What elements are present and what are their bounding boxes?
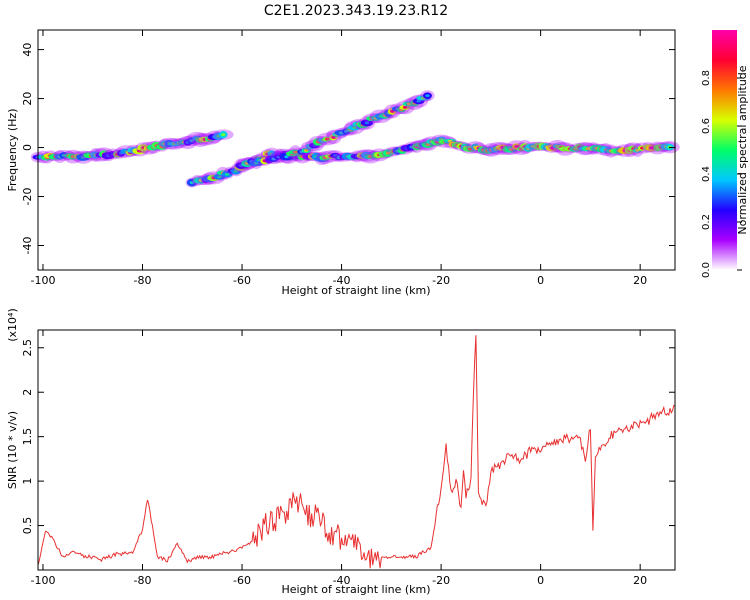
snr-x-tick-label: -80 [134, 574, 152, 587]
snr-y-tick-label: 1.5 [21, 428, 34, 446]
spectral-core [284, 155, 289, 159]
spectrogram-x-tick-label: -20 [432, 274, 450, 287]
spectrogram-heatmap [30, 90, 680, 188]
spectral-core [425, 94, 430, 98]
snr-x-tick-label: -20 [432, 574, 450, 587]
snr-y-tick-label: 0.5 [21, 517, 34, 535]
spectral-core [224, 172, 230, 176]
spectrogram-y-tick-label: 0 [21, 144, 34, 151]
spectral-core [447, 139, 453, 143]
snr-x-tick-label: 20 [633, 574, 647, 587]
colorbar-gradient [712, 30, 737, 270]
spectral-core [276, 155, 281, 159]
colorbar-tick-label: 0.8 [701, 70, 712, 86]
spectral-core [390, 109, 395, 113]
snr-y-tick-label: 2.5 [21, 339, 34, 357]
snr-panel: -100 -80 -60 -40 -20 0 20 0.5 1 1.5 2 2.5 Height of… [6, 308, 676, 596]
spectrogram-x-tick-label: -40 [333, 274, 351, 287]
spectral-core [649, 146, 654, 150]
snr-x-tick-label: -60 [233, 574, 251, 587]
spectral-core [352, 126, 357, 129]
spectral-core [364, 121, 370, 125]
spectrogram-x-tick-label: 20 [633, 274, 647, 287]
spectral-core [256, 158, 262, 162]
spectrogram-y-tick-label: -40 [21, 237, 34, 255]
spectral-core [331, 135, 336, 139]
spectrogram-x-tick-label: -80 [134, 274, 152, 287]
figure-title: C2E1.2023.343.19.23.R12 [264, 3, 448, 19]
spectral-core [189, 181, 195, 184]
spectrogram-x-tick-label: -60 [233, 274, 251, 287]
colorbar-tick-label: 0.2 [701, 214, 712, 230]
spectral-core [217, 175, 222, 179]
colorbar-ticks: 0.0 0.2 0.4 0.6 0.8 [701, 70, 742, 278]
spectral-core [233, 169, 239, 173]
spectral-core [367, 155, 373, 158]
spectrogram-x-label: Height of straight line (km) [281, 284, 430, 297]
spectral-core [402, 105, 408, 109]
colorbar-tick-label: 0.6 [701, 118, 712, 134]
spectrogram-ticks: -100 -80 -60 -40 -20 0 20 -40 -20 0 20 40 [21, 30, 675, 287]
snr-frame [37, 329, 676, 571]
spectral-core [303, 148, 309, 152]
snr-ticks: -100 -80 -60 -40 -20 0 20 0.5 1 1.5 2 2.5 [21, 330, 675, 587]
colorbar: 0.0 0.2 0.4 0.6 0.8 Normalized spectral ampl… [701, 30, 749, 278]
spectral-core [293, 150, 298, 154]
colorbar-label: Normalized spectral amplitude [736, 65, 749, 234]
snr-x-tick-label: 0 [537, 574, 544, 587]
spectral-core [514, 145, 519, 148]
spectrogram-frame [37, 29, 676, 271]
colorbar-tick-label: 0.0 [701, 262, 712, 278]
snr-plot-area [38, 330, 675, 570]
spectral-core [189, 139, 195, 143]
snr-y-scale-label: (x10⁴) [6, 308, 19, 342]
snr-x-label: Height of straight line (km) [281, 583, 430, 596]
spectral-core [509, 147, 514, 151]
spectrogram-panel: -100 -80 -60 -40 -20 0 20 -40 -20 0 20 40 Height of… [6, 29, 680, 297]
snr-series-line [37, 335, 676, 569]
spectrogram-x-tick-label: -100 [30, 274, 55, 287]
spectrogram-y-tick-label: 40 [21, 43, 34, 57]
spectral-core [324, 137, 330, 141]
snr-y-tick-label: 2 [21, 389, 34, 396]
spectral-core [416, 99, 421, 103]
colorbar-tick-label: 0.4 [701, 166, 712, 182]
spectral-core [467, 147, 473, 151]
snr-y-label: SNR (10 * v/v) [6, 411, 19, 489]
snr-x-tick-label: -40 [333, 574, 351, 587]
spectrogram-y-tick-label: -20 [21, 188, 34, 206]
spectral-core [635, 148, 640, 152]
spectral-core [221, 133, 226, 137]
snr-y-tick-label: 1 [21, 478, 34, 485]
spectrogram-y-tick-label: 20 [21, 92, 34, 106]
spectral-core [385, 151, 391, 155]
spectrogram-y-label: Frequency (Hz) [6, 109, 19, 192]
spectrogram-x-tick-label: 0 [537, 274, 544, 287]
snr-x-tick-label: -100 [30, 574, 55, 587]
